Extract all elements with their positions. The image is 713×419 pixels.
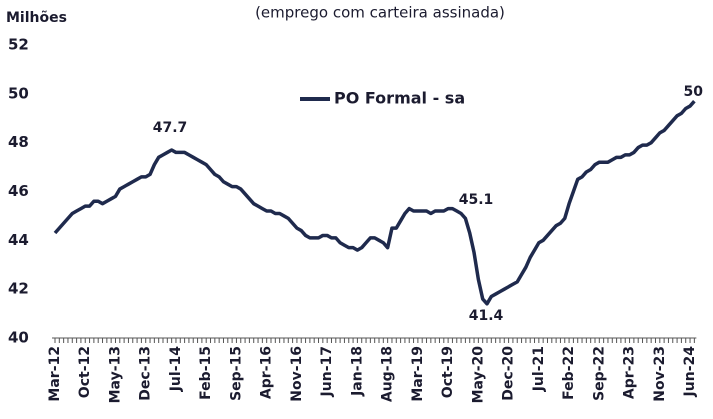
y-tick-label: 42 [8,280,29,298]
y-tick-label: 52 [8,36,29,54]
y-axis-label: Milhões [6,10,67,26]
x-tick-label: Feb-15 [198,346,214,400]
x-tick-label: Feb-22 [561,346,577,400]
y-tick-label: 50 [8,84,29,102]
x-tick-label: May-13 [107,346,123,403]
x-tick-label: Dec-20 [501,346,517,401]
x-tick-label: Jul-21 [531,346,547,392]
data-line [53,99,696,306]
x-tick-label: Oct-12 [77,346,93,398]
annotation: 41.4 [469,308,504,324]
x-tick-label: Dec-13 [138,346,154,401]
x-tick-label: Aug-18 [380,346,396,402]
x-tick-label: Nov-23 [652,346,668,402]
y-tick-label: 48 [8,133,29,151]
x-tick-label: Jul-14 [168,346,184,393]
x-tick-label: Jun-17 [319,346,335,397]
annotation: 45.1 [459,192,494,208]
x-tick-label: Mar-19 [410,346,426,402]
annotation: 47.7 [153,120,188,136]
y-tick-label: 46 [8,182,29,200]
x-tick-label: Oct-19 [440,346,456,398]
chart-subtitle: (emprego com carteira assinada) [255,4,505,22]
x-tick-label: May-20 [470,346,486,404]
y-tick-label: 40 [8,329,29,347]
x-tick-label: Apr-23 [622,346,638,399]
x-tick-label: Mar-12 [47,346,63,402]
x-tick-label: Jun-24 [682,346,698,398]
y-tick-label: 44 [8,231,29,249]
x-tick-label: Jan-18 [349,346,365,397]
x-tick-label: Nov-16 [289,346,305,402]
annotation: 50 [684,84,704,100]
legend-label: PO Formal - sa [334,89,465,108]
x-tick-label: Sep-15 [228,346,244,401]
x-tick-label: Sep-22 [591,346,607,401]
x-tick-label: Apr-16 [259,346,275,399]
